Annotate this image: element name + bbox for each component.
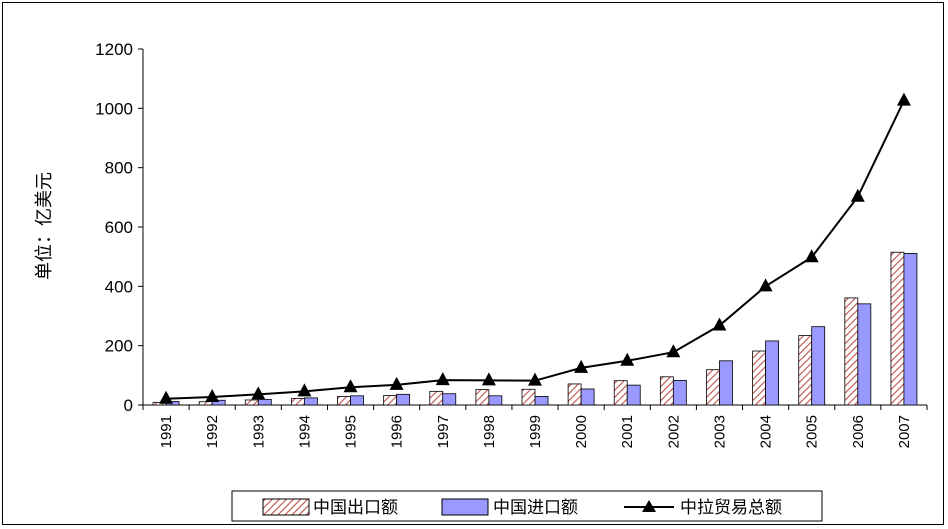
plot-area: 0 200 400 600 800 1000 1200 1991 1992 1993 1994 199… [95, 40, 928, 448]
x-tick-label: 1995 [343, 415, 360, 448]
export-bar [798, 335, 813, 406]
export-bar [521, 388, 536, 406]
import-bar [765, 340, 779, 406]
x-tick-label: 2005 [804, 415, 821, 448]
import-bar [626, 384, 641, 406]
import-bar [811, 326, 826, 406]
total-trade-line [166, 100, 905, 400]
export-bar [613, 380, 628, 406]
export-bar [244, 399, 259, 406]
import-bar [903, 253, 918, 406]
export-bar [198, 401, 213, 406]
x-tick-label: 1991 [158, 415, 175, 448]
import-bar [304, 397, 318, 406]
total-trade-point [435, 372, 450, 386]
legend-label-export: 中国出口额 [313, 498, 398, 518]
x-tick-label: 2006 [850, 415, 867, 448]
total-trade-point [205, 388, 220, 402]
export-bar [659, 376, 674, 406]
total-trade-point [481, 372, 496, 386]
total-trade-point [804, 249, 819, 263]
total-trade-point [574, 359, 589, 373]
import-bar [257, 398, 272, 406]
y-tick-label: 200 [105, 337, 133, 356]
total-trade-point [666, 344, 681, 358]
x-tick-label: 2007 [896, 415, 913, 448]
total-trade-point [528, 372, 542, 386]
export-bar [475, 389, 490, 406]
export-bar [383, 395, 398, 406]
legend-label-total: 中拉贸易总额 [680, 498, 782, 518]
total-trade-point [159, 390, 174, 404]
import-bar [442, 393, 457, 406]
x-tick-label: 2003 [711, 415, 728, 448]
export-bar [567, 383, 582, 406]
y-tick-label: 1200 [95, 40, 133, 59]
import-bar [534, 395, 549, 406]
x-tick-label: 1994 [296, 415, 313, 448]
export-bar [844, 297, 859, 406]
import-bar [488, 395, 503, 406]
export-bar [752, 350, 766, 406]
import-bar [672, 379, 687, 406]
x-tick-label: 2001 [619, 415, 636, 448]
export-bar [706, 369, 720, 406]
total-trade-point [620, 352, 635, 366]
import-bar [719, 360, 733, 406]
x-tick-label: 1998 [481, 415, 498, 448]
import-bar [211, 399, 226, 406]
total-trade-point [389, 376, 404, 390]
x-tick-label: 2000 [573, 415, 590, 448]
y-axis-label: 单位：亿美元 [34, 172, 55, 280]
x-tick-label: 1999 [527, 415, 544, 448]
x-tick-label: 1997 [435, 415, 452, 448]
legend-marker-total [642, 500, 656, 512]
x-tick-label: 1993 [250, 415, 267, 448]
y-tick-label: 800 [105, 159, 133, 178]
import-bar [857, 303, 872, 406]
total-trade-point [850, 188, 865, 202]
x-tick-label: 2002 [665, 415, 682, 448]
legend-label-import: 中国进口额 [493, 498, 578, 518]
total-trade-point [251, 386, 266, 400]
y-tick-label: 600 [105, 218, 133, 237]
y-tick-label: 1000 [95, 99, 133, 118]
export-bar [337, 395, 351, 406]
import-bar [580, 388, 595, 406]
export-bar [429, 390, 444, 406]
x-tick-label: 1996 [389, 415, 406, 448]
legend: 中国出口额 中国进口额 中拉贸易总额 [231, 490, 823, 522]
import-bar [350, 395, 364, 406]
total-trade-point [896, 92, 911, 106]
total-trade-point [343, 379, 358, 393]
export-bar [291, 398, 305, 406]
export-bar [890, 251, 905, 406]
legend-box [231, 490, 823, 522]
legend-swatch-export [262, 498, 310, 516]
y-tick-label: 0 [124, 396, 133, 415]
x-tick-label: 2004 [758, 415, 775, 448]
total-trade-point [758, 278, 773, 292]
total-trade-point [297, 383, 312, 397]
legend-swatch-import [441, 498, 489, 516]
y-tick-label: 400 [105, 277, 133, 296]
x-tick-label: 1992 [204, 415, 221, 448]
total-trade-point [712, 317, 727, 331]
import-bar [396, 393, 411, 406]
